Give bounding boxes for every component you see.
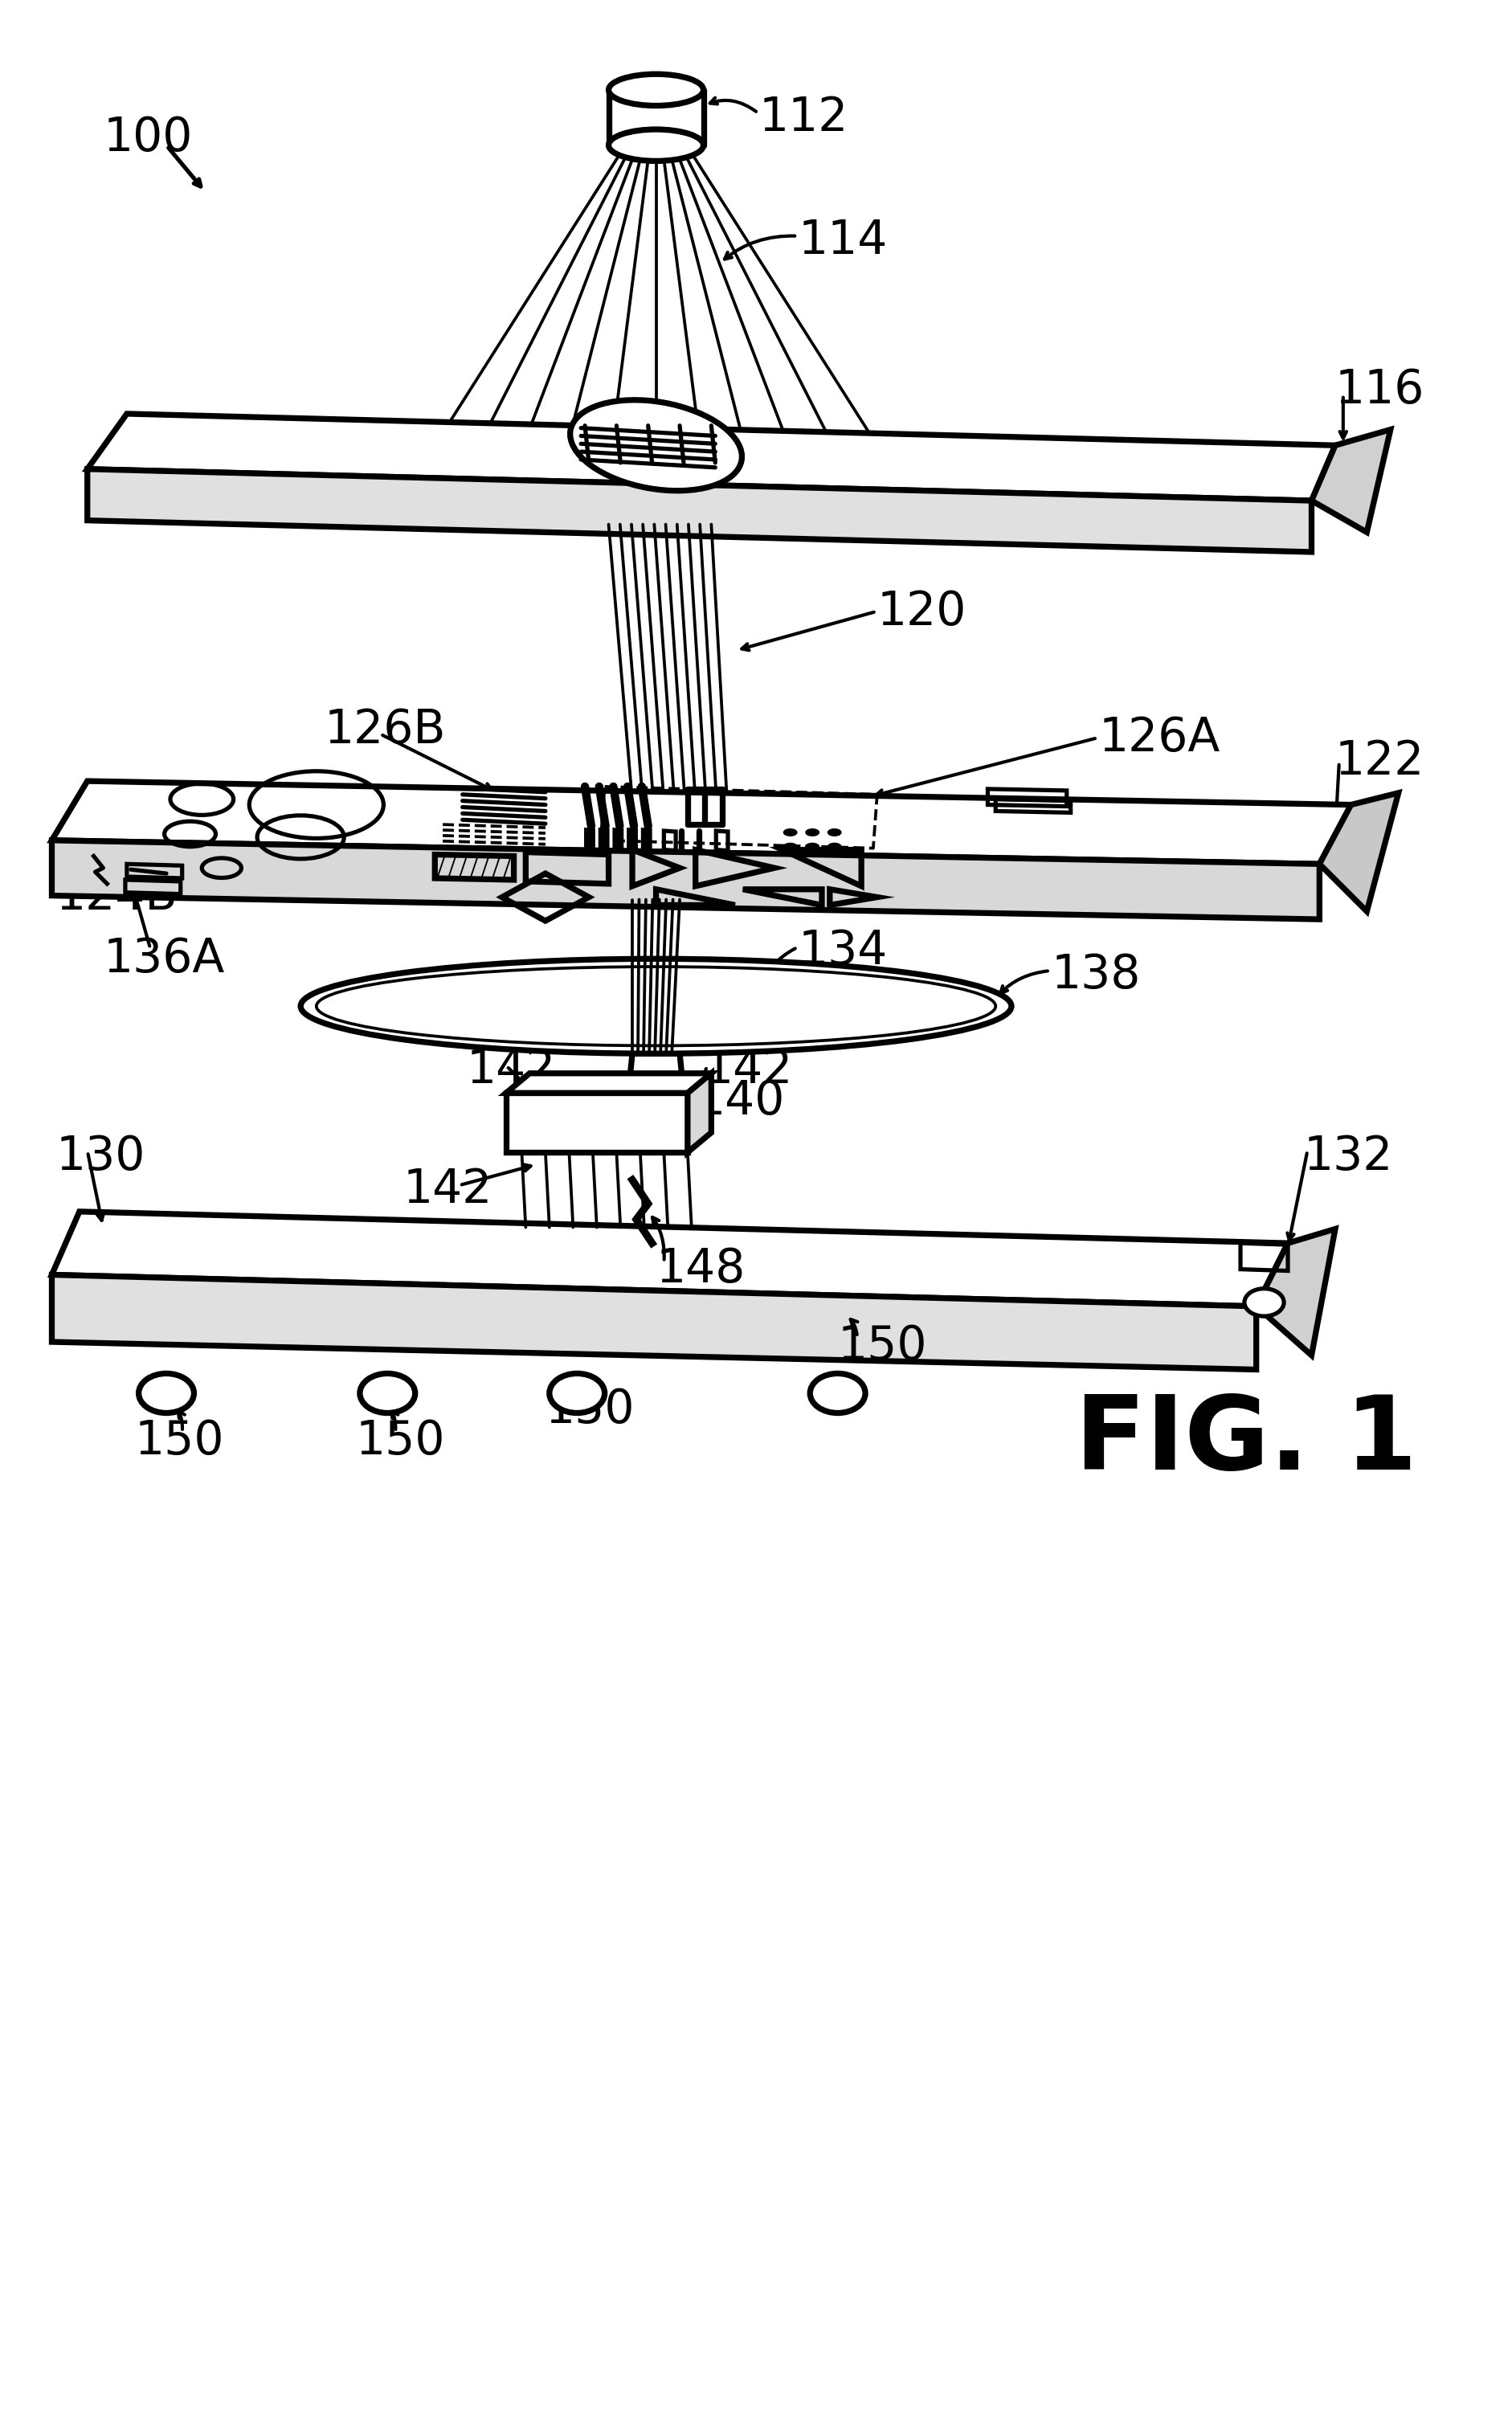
Polygon shape [507,1092,688,1153]
Text: 126B: 126B [324,708,446,752]
Ellipse shape [829,830,841,837]
Ellipse shape [829,844,841,849]
Polygon shape [88,414,1335,501]
Text: 150: 150 [546,1387,635,1433]
Polygon shape [51,839,1318,920]
Text: 116: 116 [1335,367,1424,414]
Text: 124B: 124B [56,873,177,920]
Text: 142: 142 [466,1046,556,1092]
Ellipse shape [806,844,818,849]
Ellipse shape [608,75,703,107]
Polygon shape [614,830,623,849]
Text: 130: 130 [56,1134,145,1180]
Polygon shape [624,1053,688,1134]
Text: 150: 150 [355,1418,446,1465]
Text: 140: 140 [696,1078,785,1124]
Text: 142: 142 [404,1168,493,1212]
Ellipse shape [806,830,818,837]
Ellipse shape [301,959,1012,1053]
Text: 122: 122 [1335,740,1424,783]
Ellipse shape [549,1375,605,1414]
Polygon shape [599,830,608,849]
Text: 112: 112 [759,95,848,141]
Polygon shape [1318,793,1399,912]
Ellipse shape [783,830,797,837]
Text: 142: 142 [703,1046,792,1092]
Polygon shape [507,1073,711,1092]
Polygon shape [1256,1229,1335,1355]
Polygon shape [51,781,1350,864]
Polygon shape [88,470,1311,552]
Text: 124A: 124A [1154,825,1275,871]
Text: 150: 150 [135,1418,224,1465]
Polygon shape [1311,431,1390,533]
Text: 134: 134 [798,929,888,973]
Text: 126A: 126A [1098,715,1220,762]
Text: 100: 100 [103,114,192,161]
Text: 136B: 136B [71,810,194,856]
Text: 138: 138 [1051,951,1140,998]
Ellipse shape [783,844,797,849]
Ellipse shape [139,1375,194,1414]
Polygon shape [688,1073,711,1153]
Polygon shape [51,1212,1288,1307]
Polygon shape [627,830,637,849]
Ellipse shape [810,1375,865,1414]
Text: 118: 118 [529,494,618,540]
Text: 120: 120 [877,589,966,635]
Text: 150: 150 [838,1324,927,1370]
Text: 114: 114 [798,217,888,263]
Ellipse shape [1244,1289,1284,1316]
Text: 132: 132 [1303,1134,1393,1180]
Polygon shape [641,830,652,849]
Text: 136A: 136A [103,937,225,983]
Text: 148: 148 [656,1246,745,1292]
Text: FIG. 1: FIG. 1 [1075,1392,1417,1491]
Ellipse shape [608,129,703,161]
Polygon shape [51,1275,1256,1370]
Ellipse shape [570,401,742,491]
Ellipse shape [360,1375,414,1414]
Polygon shape [585,830,594,849]
